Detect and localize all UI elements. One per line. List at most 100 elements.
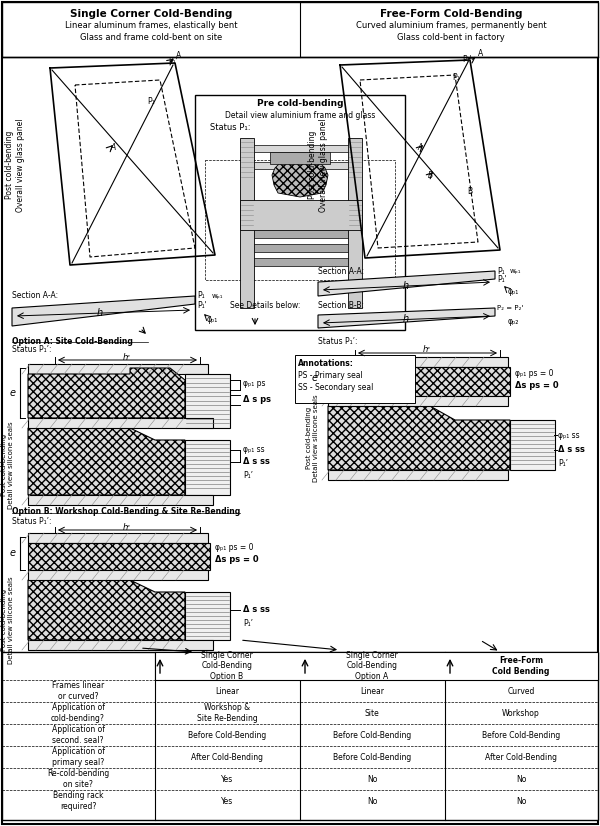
Text: Glass cold-bent in factory: Glass cold-bent in factory — [397, 34, 505, 42]
Text: After Cold-Bending: After Cold-Bending — [191, 752, 263, 762]
Text: Option A: Site Cold-Bending: Option A: Site Cold-Bending — [12, 336, 133, 345]
Text: Δs ps = 0: Δs ps = 0 — [215, 556, 259, 564]
Text: Single Corner Cold-Bending: Single Corner Cold-Bending — [70, 9, 232, 19]
Text: Workshop &
Site Re-Bending: Workshop & Site Re-Bending — [197, 703, 257, 723]
Text: P₁': P₁' — [462, 55, 472, 64]
Text: No: No — [516, 775, 526, 784]
Polygon shape — [28, 368, 185, 418]
Polygon shape — [272, 160, 328, 197]
Bar — [328, 396, 508, 406]
Text: Status P₁’:: Status P₁’: — [318, 338, 358, 346]
Text: hᶜ: hᶜ — [123, 523, 131, 531]
Text: P₁': P₁' — [168, 58, 178, 67]
Bar — [185, 440, 230, 495]
Text: Site: Site — [365, 709, 379, 718]
Text: Δ s ss: Δ s ss — [243, 605, 270, 615]
Text: Before Cold-Bending: Before Cold-Bending — [482, 730, 560, 739]
Bar — [254, 258, 348, 266]
Text: Post cold-bending
Detail view silicone seals: Post cold-bending Detail view silicone s… — [1, 421, 14, 509]
Text: Linear: Linear — [215, 686, 239, 695]
Text: Bending rack
required?: Bending rack required? — [53, 791, 103, 810]
Text: e: e — [312, 373, 318, 383]
Text: Section A-A:: Section A-A: — [12, 291, 58, 300]
Bar — [205, 160, 395, 280]
Text: Section B-B:: Section B-B: — [318, 301, 364, 311]
Text: Δ s ss: Δ s ss — [243, 458, 270, 467]
Polygon shape — [28, 580, 185, 640]
Text: Application of
second. seal?: Application of second. seal? — [52, 725, 104, 745]
Text: P₁: P₁ — [452, 74, 460, 83]
Text: hᶜ: hᶜ — [123, 353, 131, 362]
Bar — [28, 570, 208, 580]
Text: Yes: Yes — [221, 775, 233, 784]
Polygon shape — [328, 406, 510, 470]
Text: SS - Secondary seal: SS - Secondary seal — [298, 382, 373, 392]
Bar — [2, 2, 598, 57]
Bar — [510, 420, 555, 470]
Text: φₚ₁: φₚ₁ — [207, 316, 218, 325]
Text: Free-Form Cold-Bending: Free-Form Cold-Bending — [380, 9, 522, 19]
Polygon shape — [28, 428, 185, 495]
Bar — [185, 592, 230, 640]
Bar — [254, 244, 348, 252]
Text: Δs ps = 0: Δs ps = 0 — [515, 381, 559, 390]
Text: Annotations:: Annotations: — [298, 359, 354, 368]
Bar — [254, 162, 348, 169]
Text: Linear aluminum frames, elastically bent: Linear aluminum frames, elastically bent — [65, 21, 237, 31]
Bar — [328, 357, 508, 367]
Text: P₁’: P₁’ — [243, 619, 253, 628]
Text: Post cold-bending
Detail view silicone seals: Post cold-bending Detail view silicone s… — [1, 577, 14, 664]
Text: Δ s ps: Δ s ps — [243, 396, 271, 405]
Text: Application of
cold-bending?: Application of cold-bending? — [51, 703, 105, 723]
Text: P₁': P₁' — [197, 301, 207, 310]
Bar — [28, 533, 208, 543]
Text: A: A — [110, 144, 115, 153]
Text: φₚ₁ ps = 0: φₚ₁ ps = 0 — [215, 544, 254, 553]
Text: Workshop: Workshop — [502, 709, 540, 718]
Polygon shape — [12, 296, 195, 326]
Text: See Details below:: See Details below: — [230, 301, 301, 310]
Text: B: B — [427, 170, 433, 179]
Polygon shape — [328, 367, 510, 396]
Polygon shape — [318, 308, 495, 328]
Text: Single Corner
Cold-Bending
Option B: Single Corner Cold-Bending Option B — [201, 651, 253, 681]
Bar — [155, 652, 598, 680]
Text: Post cold-bending
Detail view silicone seals: Post cold-bending Detail view silicone s… — [305, 394, 319, 482]
Text: h: h — [97, 308, 103, 318]
Text: wₚ₁: wₚ₁ — [510, 268, 521, 274]
Text: P₁': P₁' — [497, 276, 507, 284]
Text: Before Cold-Bending: Before Cold-Bending — [333, 752, 411, 762]
Text: Free-Form
Cold Bending: Free-Form Cold Bending — [493, 657, 550, 676]
Text: A: A — [418, 144, 422, 153]
Text: P₁: P₁ — [147, 97, 155, 107]
Text: After Cold-Bending: After Cold-Bending — [485, 752, 557, 762]
Text: A: A — [176, 50, 182, 59]
Text: Before Cold-Bending: Before Cold-Bending — [188, 730, 266, 739]
Text: B: B — [467, 188, 473, 197]
Text: φₚ₁ ss: φₚ₁ ss — [558, 430, 580, 439]
Bar — [28, 640, 213, 650]
Bar — [28, 495, 213, 505]
Bar — [254, 230, 348, 238]
Text: Pre cold-bending: Pre cold-bending — [257, 99, 343, 108]
Bar — [240, 200, 362, 230]
Text: e: e — [10, 548, 16, 558]
Text: Linear: Linear — [360, 686, 384, 695]
Bar — [254, 145, 348, 152]
Text: Re-cold-bending
on site?: Re-cold-bending on site? — [47, 769, 109, 789]
Text: Curved: Curved — [508, 686, 535, 695]
Text: A: A — [478, 49, 484, 58]
Text: P₂ = P₂': P₂ = P₂' — [497, 305, 523, 311]
Bar — [270, 152, 330, 164]
Text: Post cold-bending
Overall view glass panel: Post cold-bending Overall view glass pan… — [5, 118, 25, 211]
Bar — [28, 364, 208, 374]
Text: Δ s ss: Δ s ss — [558, 445, 585, 454]
Text: Before Cold-Bending: Before Cold-Bending — [333, 730, 411, 739]
Text: No: No — [367, 775, 377, 784]
Bar — [295, 355, 415, 403]
Text: Yes: Yes — [221, 796, 233, 805]
Text: Status P₁:: Status P₁: — [210, 124, 251, 132]
Text: Single Corner
Cold-Bending
Option A: Single Corner Cold-Bending Option A — [346, 651, 398, 681]
Text: No: No — [367, 796, 377, 805]
Bar — [2, 652, 598, 820]
